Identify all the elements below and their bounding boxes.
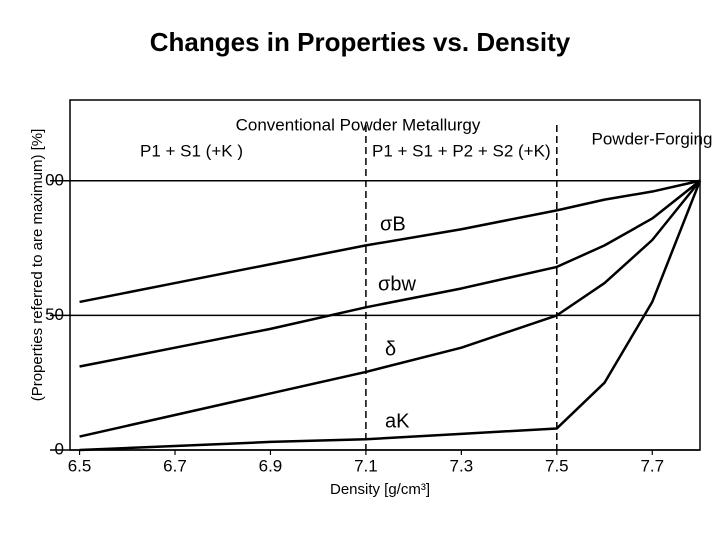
series-label: σB [380,213,406,235]
x-tick-label: 7.7 [640,456,664,475]
series-line [79,179,701,368]
chart-title: Changes in Properties vs. Density [150,27,571,57]
x-tick-label: 6.9 [259,456,283,475]
x-axis-label: Density [g/cm³] [330,481,430,498]
x-tick-label: 7.3 [450,456,474,475]
x-tick-label: 6.7 [163,456,187,475]
series-line [79,179,701,304]
y-tick-label: 0 [55,439,64,458]
x-tick-label: 7.1 [354,456,378,475]
series-line [79,179,701,438]
x-tick-label: 7.5 [545,456,569,475]
y-tick-label: 50 [45,305,64,324]
annotation: P1 + S1 (+K ) [140,141,243,160]
series-label: aK [385,410,410,432]
series-label: δ [385,338,396,360]
annotation: Conventional Powder Metallurgy [236,115,481,134]
annotation: Powder-Forging [592,129,713,148]
series-label: σbw [378,273,416,295]
y-axis-label: (Properties referred to are maximum) [%] [29,129,46,402]
x-tick-label: 6.5 [68,456,92,475]
series-line [79,180,702,452]
annotation: P1 + S1 + P2 + S2 (+K) [372,141,551,160]
y-tick-label: 00 [45,170,64,189]
